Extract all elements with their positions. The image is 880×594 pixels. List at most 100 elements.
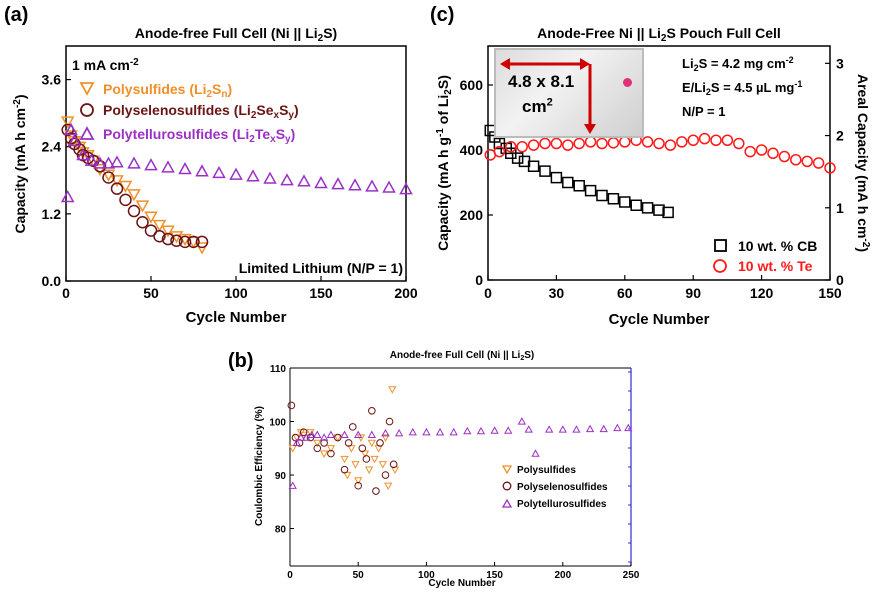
chart-a-point-3 (348, 178, 362, 191)
chart-c-point-1 (550, 171, 563, 184)
chart-b-legend-marker-polytellurosulfides (501, 498, 513, 508)
chart-a-point-2 (61, 123, 74, 137)
chart-c-xtick-label: 90 (685, 285, 701, 301)
chart-c-point-2 (721, 134, 734, 146)
pouch-dimension-line1: 4.8 x 8.1 (508, 72, 575, 91)
chart-a-point-1 (76, 147, 90, 160)
chart-c-point-1 (505, 147, 517, 159)
chart-b-point-1 (296, 429, 306, 437)
chart-b-point-3 (292, 438, 301, 447)
chart-b-point-1 (313, 439, 322, 448)
chart-b-point-2 (354, 481, 363, 490)
chart-a-point-3 (399, 182, 413, 195)
chart-a-ytick-label: 3.6 (42, 72, 62, 88)
chart-b-point-2 (306, 433, 315, 442)
chart-b-legend-marker-polyselenosulfides (502, 481, 512, 491)
chart-b-xtick-label: 50 (353, 570, 365, 581)
chart-c-point-1 (573, 180, 585, 192)
chart-a-ytick-label: 1.2 (42, 206, 62, 222)
chart-a-point-2 (153, 229, 166, 243)
pouch-width-arrowhead-left (500, 58, 510, 70)
chart-a-point-3 (246, 169, 260, 182)
chart-c-point-1 (619, 196, 631, 208)
chart-b-point-3 (408, 427, 417, 436)
chart-a-point-3 (84, 153, 99, 166)
chart-b-legend-marker-polysulfides (501, 465, 513, 475)
chart-c-point-2 (516, 141, 528, 153)
pouch-height-arrowhead (584, 124, 596, 134)
chart-b-point-3 (381, 428, 390, 437)
chart-c-legend-marker-cb (714, 239, 727, 252)
chart-b-ytick-label: 100 (269, 418, 286, 429)
chart-a-point-2 (195, 235, 209, 249)
chart-a-point-2 (161, 232, 175, 246)
chart-b-point-2 (348, 423, 357, 431)
chart-b-legend-polysulfides: Polysulfides (517, 465, 576, 476)
chart-b-point-3 (435, 427, 445, 436)
chart-b-legend: Polysulfides Polyselenosulfides Polytell… (501, 465, 608, 510)
chart-b-point-2 (327, 449, 335, 458)
chart-c-xlabel: Cycle Number (609, 311, 710, 328)
chart-c-point-2 (733, 137, 745, 150)
chart-b-point-1 (351, 461, 360, 469)
chart-c-point-2 (562, 139, 574, 151)
chart-c-point-1 (539, 165, 551, 177)
chart-b-legend-polyselenosulfides: Polyselenosulfides (517, 482, 608, 493)
chart-b-point-1 (319, 450, 329, 458)
chart-a-rate-annotation: 1 mA cm-2 (72, 57, 139, 73)
chart-a-point-1 (127, 189, 141, 202)
chart-a-point-3 (331, 177, 345, 190)
chart-a-point-1 (64, 130, 78, 143)
chart-c-point-2 (698, 132, 711, 145)
chart-b-point-1 (384, 482, 393, 491)
chart-c-point-2 (824, 162, 836, 174)
chart-c-legend-marker-te (713, 259, 727, 273)
chart-a-point-3 (297, 174, 311, 187)
chart-c-point-2 (584, 136, 597, 148)
chart-b-point-2 (295, 439, 304, 447)
chart-a-point-3 (195, 164, 209, 177)
chart-b-point-3 (367, 430, 376, 439)
chart-a-point-1 (135, 200, 150, 213)
chart-a-point-3 (314, 176, 328, 189)
chart-c-title: Anode-Free Ni || Li2S Pouch Full Cell (537, 25, 781, 44)
chart-b-point-1 (367, 439, 376, 448)
chart-a-point-2 (136, 216, 149, 229)
chart-b-point-3 (572, 425, 581, 433)
chart-a-point-2 (178, 235, 192, 249)
chart-b-point-3 (296, 433, 306, 441)
chart-a-xtick-label: 50 (143, 285, 159, 301)
chart-b-legend-polytellurosulfides: Polytellurosulfides (517, 499, 607, 510)
chart-c-point-2 (484, 149, 497, 161)
chart-c-ylabel: Capacity (mA h g-1 of Li2S) (435, 75, 454, 251)
chart-c-point-2 (778, 150, 791, 163)
chart-b-point-1 (288, 445, 297, 453)
chart-b-point-2 (372, 487, 380, 495)
chart-a-point-3 (365, 179, 379, 192)
chart-c-point-2 (710, 134, 722, 146)
chart-b-point-1 (354, 477, 363, 485)
chart-b-point-1 (299, 431, 308, 440)
chart-a-point-1 (178, 233, 192, 247)
chart-a-ytick-label: 2.4 (42, 139, 62, 155)
chart-a-point-2 (86, 154, 100, 167)
chart-b-point-2 (320, 439, 328, 447)
chart-a-point-1 (93, 163, 107, 177)
chart-b-point-1 (347, 445, 356, 453)
chart-c-point-2 (744, 145, 756, 158)
chart-a-point-3 (93, 156, 107, 169)
chart-b-ytick-label: 90 (275, 471, 287, 482)
chart-a-legend-polyselenosulfides: Polyselenosulfides (Li2SexSy) (103, 102, 299, 121)
chart-b-point-2 (381, 471, 390, 479)
chart-c-xtick-label: 120 (750, 285, 774, 301)
chart-c-point-2 (664, 139, 677, 151)
chart-a-point-3 (101, 156, 116, 169)
chart-a-xtick-label: 200 (394, 285, 418, 301)
chart-b-point-3 (319, 433, 329, 441)
chart-a-point-2 (110, 182, 124, 195)
chart-c-point-1 (562, 176, 574, 189)
chart-b-point-2 (287, 401, 296, 410)
chart-a-point-3 (263, 171, 277, 184)
chart-b-xtick-label: 0 (287, 570, 293, 581)
